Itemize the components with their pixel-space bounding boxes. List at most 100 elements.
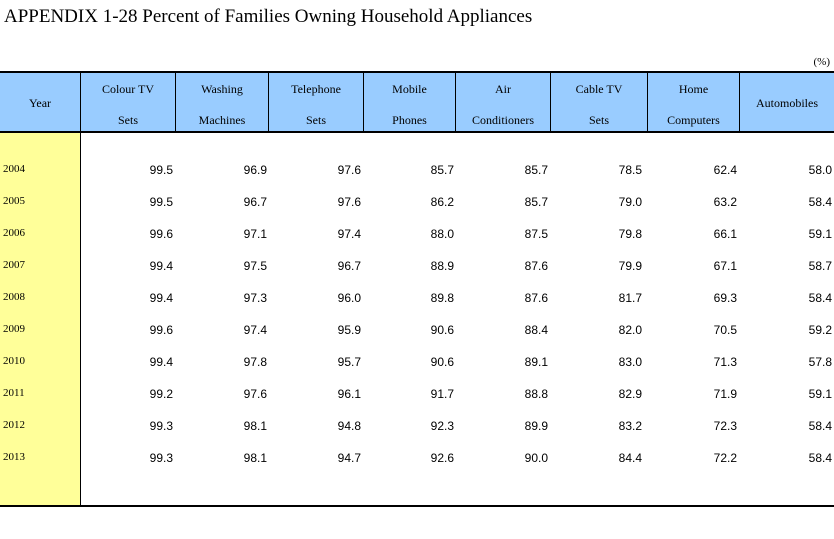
header-line1: Home [678, 82, 709, 96]
row-year: 2010 [3, 355, 25, 367]
cell-telephone-sets: 96.0 [337, 291, 361, 305]
cell-air-conditioners: 89.9 [524, 419, 548, 433]
cell-cable-tv-sets: 79.8 [618, 227, 642, 241]
cell-air-conditioners: 87.6 [524, 259, 548, 273]
table-row: 2010 99.4 97.8 95.7 90.6 89.1 83.0 71.3 … [0, 355, 834, 373]
cell-automobiles: 59.1 [808, 387, 832, 401]
cell-mobile-phones: 88.0 [430, 227, 454, 241]
row-year: 2009 [3, 323, 25, 335]
cell-telephone-sets: 96.1 [337, 387, 361, 401]
cell-air-conditioners: 87.6 [524, 291, 548, 305]
cell-telephone-sets: 96.7 [337, 259, 361, 273]
table-title: APPENDIX 1-28 Percent of Families Owning… [4, 6, 533, 27]
header-line1: Cable TV [575, 82, 623, 96]
table-bottom-border [0, 505, 834, 507]
cell-washing-machines: 96.9 [243, 163, 267, 177]
cell-colour-tv: 99.3 [149, 451, 173, 465]
cell-mobile-phones: 90.6 [430, 323, 454, 337]
header-year-label: Year [28, 96, 52, 110]
header-line1: Washing [201, 82, 243, 96]
header-line1: Telephone [291, 82, 341, 96]
cell-cable-tv-sets: 82.9 [618, 387, 642, 401]
cell-mobile-phones: 86.2 [430, 195, 454, 209]
cell-washing-machines: 97.8 [243, 355, 267, 369]
header-line2: Phones [392, 113, 427, 127]
header-mobile-phones: Mobile Phones [364, 73, 456, 131]
cell-air-conditioners: 85.7 [524, 163, 548, 177]
cell-colour-tv: 99.3 [149, 419, 173, 433]
cell-home-computers: 70.5 [713, 323, 737, 337]
cell-home-computers: 72.3 [713, 419, 737, 433]
table-row: 2012 99.3 98.1 94.8 92.3 89.9 83.2 72.3 … [0, 419, 834, 437]
cell-mobile-phones: 92.6 [430, 451, 454, 465]
cell-washing-machines: 98.1 [243, 419, 267, 433]
year-column-band [0, 133, 81, 506]
cell-washing-machines: 97.3 [243, 291, 267, 305]
cell-home-computers: 66.1 [713, 227, 737, 241]
cell-colour-tv: 99.4 [149, 355, 173, 369]
header-automobiles-label: Automobiles [756, 96, 818, 110]
cell-telephone-sets: 95.9 [337, 323, 361, 337]
header-telephone-sets: Telephone Sets [269, 73, 364, 131]
cell-cable-tv-sets: 82.0 [618, 323, 642, 337]
cell-cable-tv-sets: 83.0 [618, 355, 642, 369]
cell-automobiles: 58.4 [808, 291, 832, 305]
cell-air-conditioners: 85.7 [524, 195, 548, 209]
header-line1: Mobile [392, 82, 427, 96]
row-year: 2013 [3, 451, 25, 463]
table-row: 2011 99.2 97.6 96.1 91.7 88.8 82.9 71.9 … [0, 387, 834, 405]
cell-automobiles: 59.2 [808, 323, 832, 337]
cell-mobile-phones: 90.6 [430, 355, 454, 369]
cell-colour-tv: 99.2 [149, 387, 173, 401]
cell-telephone-sets: 97.6 [337, 163, 361, 177]
cell-telephone-sets: 97.6 [337, 195, 361, 209]
cell-mobile-phones: 88.9 [430, 259, 454, 273]
cell-colour-tv: 99.6 [149, 227, 173, 241]
row-year: 2005 [3, 195, 25, 207]
unit-label: (%) [813, 56, 831, 68]
cell-home-computers: 62.4 [713, 163, 737, 177]
cell-colour-tv: 99.4 [149, 259, 173, 273]
cell-telephone-sets: 94.8 [337, 419, 361, 433]
cell-washing-machines: 97.4 [243, 323, 267, 337]
table-row: 2004 99.5 96.9 97.6 85.7 85.7 78.5 62.4 … [0, 163, 834, 181]
cell-home-computers: 67.1 [713, 259, 737, 273]
cell-automobiles: 59.1 [808, 227, 832, 241]
header-air-conditioners: Air Conditioners [456, 73, 551, 131]
cell-home-computers: 69.3 [713, 291, 737, 305]
cell-cable-tv-sets: 78.5 [618, 163, 642, 177]
cell-mobile-phones: 92.3 [430, 419, 454, 433]
cell-air-conditioners: 89.1 [524, 355, 548, 369]
cell-telephone-sets: 95.7 [337, 355, 361, 369]
cell-washing-machines: 97.1 [243, 227, 267, 241]
cell-automobiles: 57.8 [808, 355, 832, 369]
cell-automobiles: 58.4 [808, 419, 832, 433]
cell-home-computers: 72.2 [713, 451, 737, 465]
cell-colour-tv: 99.5 [149, 163, 173, 177]
cell-automobiles: 58.7 [808, 259, 832, 273]
cell-automobiles: 58.4 [808, 195, 832, 209]
cell-telephone-sets: 97.4 [337, 227, 361, 241]
header-automobiles: Automobiles [740, 73, 834, 131]
header-line2: Sets [305, 113, 326, 127]
cell-washing-machines: 96.7 [243, 195, 267, 209]
cell-telephone-sets: 94.7 [337, 451, 361, 465]
row-year: 2006 [3, 227, 25, 239]
header-colour-tv: Colour TV Sets [81, 73, 176, 131]
cell-colour-tv: 99.6 [149, 323, 173, 337]
header-cable-tv-sets: Cable TV Sets [551, 73, 648, 131]
table-row: 2009 99.6 97.4 95.9 90.6 88.4 82.0 70.5 … [0, 323, 834, 341]
cell-automobiles: 58.4 [808, 451, 832, 465]
cell-cable-tv-sets: 79.9 [618, 259, 642, 273]
table-row: 2013 99.3 98.1 94.7 92.6 90.0 84.4 72.2 … [0, 451, 834, 469]
cell-home-computers: 63.2 [713, 195, 737, 209]
cell-washing-machines: 98.1 [243, 451, 267, 465]
cell-mobile-phones: 91.7 [430, 387, 454, 401]
row-year: 2011 [3, 387, 25, 399]
table-row: 2006 99.6 97.1 97.4 88.0 87.5 79.8 66.1 … [0, 227, 834, 245]
cell-air-conditioners: 87.5 [524, 227, 548, 241]
row-year: 2008 [3, 291, 25, 303]
table-row: 2007 99.4 97.5 96.7 88.9 87.6 79.9 67.1 … [0, 259, 834, 277]
cell-air-conditioners: 88.4 [524, 323, 548, 337]
cell-air-conditioners: 88.8 [524, 387, 548, 401]
